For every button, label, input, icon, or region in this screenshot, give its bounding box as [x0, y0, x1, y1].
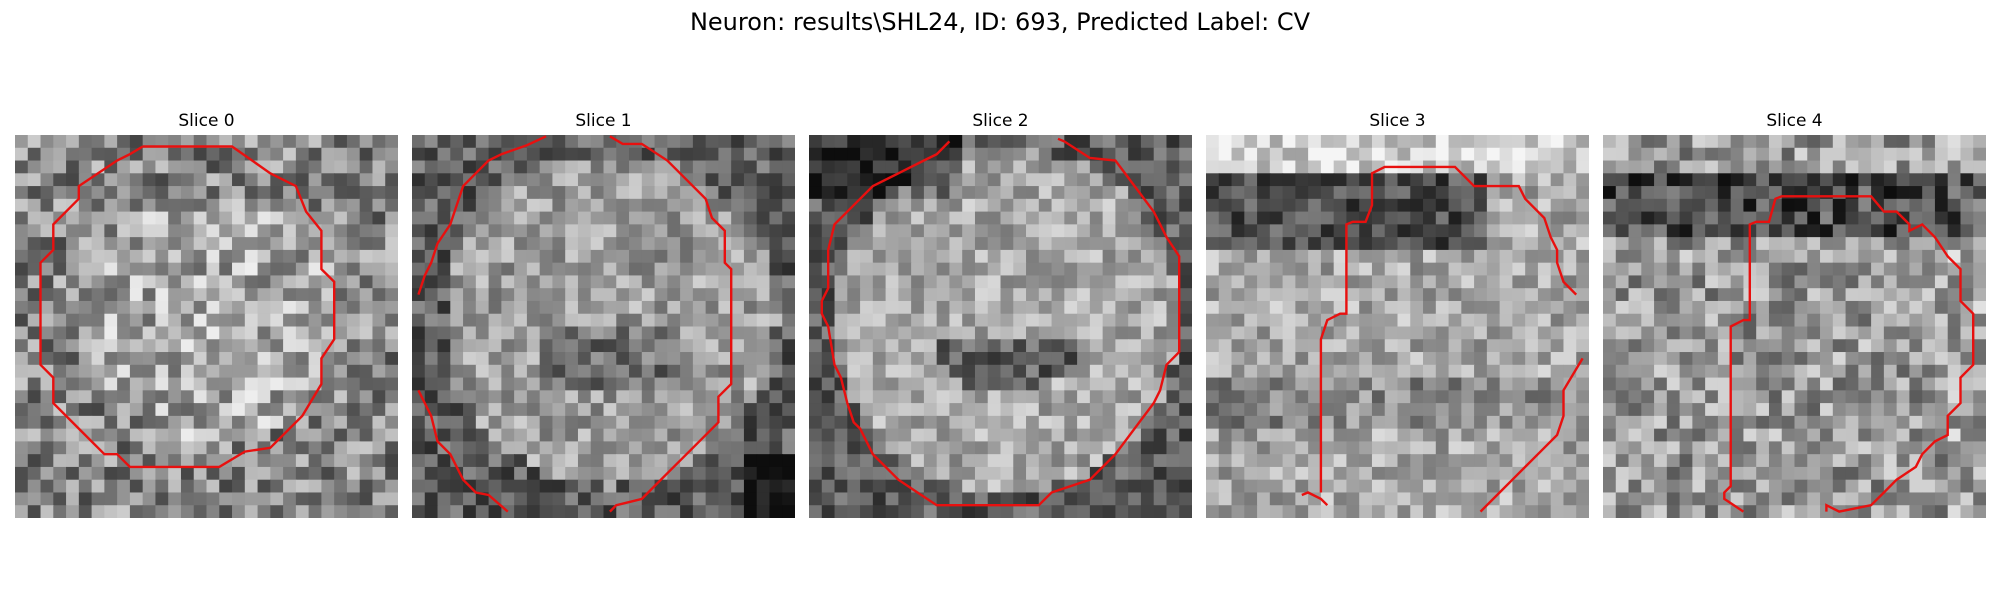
- slice-title: Slice 2: [972, 111, 1029, 131]
- pixel-grid: [1603, 135, 1986, 518]
- pixel-grid: [412, 135, 795, 518]
- figure-title: Neuron: results\SHL24, ID: 693, Predicte…: [689, 8, 1311, 36]
- slice-panel-1: Slice 1: [412, 109, 795, 518]
- segmentation-contour: [1479, 357, 1584, 513]
- segmentation-contour: [39, 145, 336, 469]
- slice-panel-4: Slice 4: [1603, 109, 1986, 518]
- pixel-grid: [15, 135, 398, 518]
- slice-title: Slice 0: [178, 111, 235, 131]
- slice-image: [1603, 135, 1986, 518]
- pixel-grid: [1206, 135, 1589, 518]
- segmentation-contour: [820, 137, 1181, 507]
- slice-panel-2: Slice 2: [809, 109, 1192, 518]
- segmentation-contour: [417, 389, 509, 513]
- slice-panel-3: Slice 3: [1206, 109, 1589, 518]
- segmentation-contour: [417, 135, 547, 295]
- segmentation-contour: [1319, 165, 1578, 493]
- slice-image: [809, 135, 1192, 518]
- slice-title: Slice 3: [1369, 111, 1426, 131]
- slice-title: Slice 1: [575, 111, 632, 131]
- segmentation-contour: [1301, 491, 1329, 507]
- slice-image: [412, 135, 795, 518]
- slice-panel-0: Slice 0: [15, 109, 398, 518]
- slice-image: [15, 135, 398, 518]
- pixel-grid: [809, 135, 1192, 518]
- slice-image: [1206, 135, 1589, 518]
- segmentation-contour: [609, 135, 733, 513]
- slice-title: Slice 4: [1766, 111, 1823, 131]
- segmentation-contour: [1723, 195, 1975, 513]
